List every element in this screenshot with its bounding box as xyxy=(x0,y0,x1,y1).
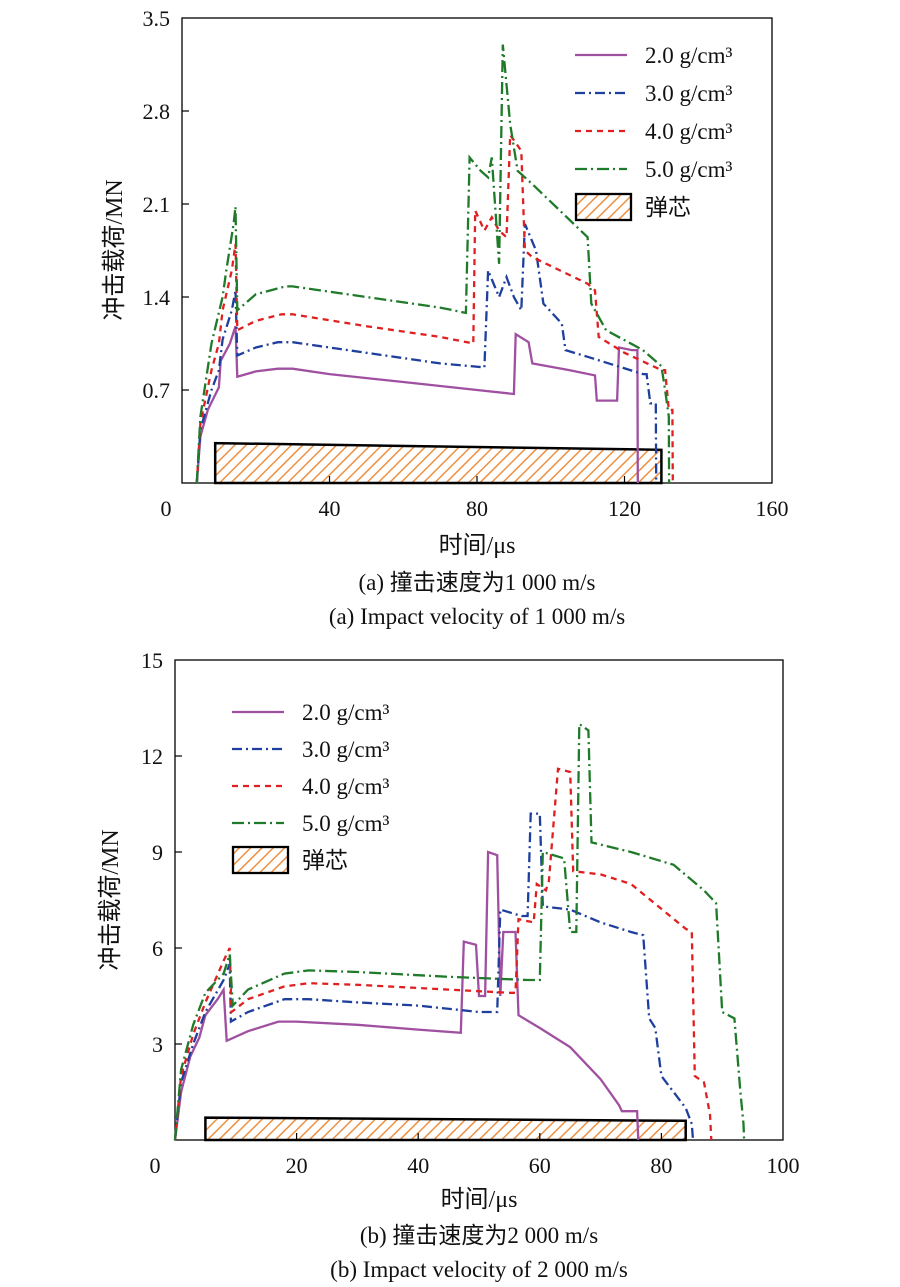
legend-label-b-4: 5.0 g/cm³ xyxy=(302,811,389,836)
legend-swatch-core-a xyxy=(574,192,633,222)
legend-label-core-b: 弹芯 xyxy=(302,848,348,873)
y-tick-label-a: 0.7 xyxy=(143,378,171,403)
series-line-a-2 xyxy=(195,223,658,484)
legend-a: 2.0 g/cm³ 3.0 g/cm³ 4.0 g/cm³ 5.0 g/cm³ 弹芯 xyxy=(574,43,732,222)
plot-frame-b xyxy=(174,659,784,1141)
x-axis-label-b: 时间/μs xyxy=(441,1186,518,1213)
legend-label-b-1: 2.0 g/cm³ xyxy=(302,700,389,725)
x-tick-label-b: 100 xyxy=(767,1153,800,1178)
ticks-a: 40 80 120 160 0.7 1.4 2.1 2.8 3.5 0 xyxy=(143,6,789,521)
series-line-a-3 xyxy=(195,131,674,484)
caption-en-b: (b) Impact velocity of 2 000 m/s xyxy=(330,1257,628,1282)
x-tick-label-b: 60 xyxy=(529,1153,551,1178)
x-tick-label-a: 40 xyxy=(319,496,341,521)
x-tick-label-b: 20 xyxy=(286,1153,308,1178)
series-line-b-3 xyxy=(173,767,713,1141)
legend-b: 2.0 g/cm³ 3.0 g/cm³ 4.0 g/cm³ 5.0 g/cm³ 弹芯 xyxy=(231,700,389,875)
legend-label-b-3: 4.0 g/cm³ xyxy=(302,774,389,799)
x-tick-label-a: 120 xyxy=(608,496,641,521)
caption-en-a: (a) Impact velocity of 1 000 m/s xyxy=(329,604,625,629)
origin-label-b: 0 xyxy=(150,1153,161,1178)
y-tick-label-a: 1.4 xyxy=(143,285,171,310)
series-line-b-1 xyxy=(173,850,640,1141)
y-tick-label-a: 3.5 xyxy=(143,6,171,31)
y-tick-label-a: 2.8 xyxy=(143,99,171,124)
x-tick-label-a: 160 xyxy=(756,496,789,521)
x-tick-label-a: 80 xyxy=(466,496,488,521)
series-line-b-4 xyxy=(173,721,746,1141)
marks-a xyxy=(195,44,674,485)
y-tick-label-b: 15 xyxy=(141,648,163,673)
y-tick-label-b: 12 xyxy=(141,744,163,769)
y-axis-label-a: 冲击载荷/MN xyxy=(101,179,128,320)
marks-b xyxy=(173,721,746,1142)
caption-zh-a: (a) 撞击速度为1 000 m/s xyxy=(358,570,595,595)
series-line-a-1 xyxy=(195,325,639,484)
core-area-a xyxy=(213,441,663,485)
y-tick-label-a: 2.1 xyxy=(143,192,171,217)
y-tick-label-b: 9 xyxy=(152,840,163,865)
x-axis-label-a: 时间/μs xyxy=(439,532,516,559)
legend-swatch-core-b xyxy=(231,845,290,875)
legend-label-a-3: 4.0 g/cm³ xyxy=(645,119,732,144)
chart-b: 20 40 60 80 100 3 6 9 12 15 0 2.0 g/cm³ 3.0 g/cm³ 4.… xyxy=(97,648,800,1282)
core-area-b xyxy=(204,1116,687,1142)
series-line-a-4 xyxy=(195,44,671,484)
legend-label-a-1: 2.0 g/cm³ xyxy=(645,43,732,68)
chart-a: 40 80 120 160 0.7 1.4 2.1 2.8 3.5 0 2.0 g/cm³ 3.0 … xyxy=(101,6,789,629)
origin-label-a: 0 xyxy=(161,496,172,521)
x-tick-label-b: 80 xyxy=(650,1153,672,1178)
x-tick-label-b: 40 xyxy=(407,1153,429,1178)
legend-label-b-2: 3.0 g/cm³ xyxy=(302,737,389,762)
legend-label-a-4: 5.0 g/cm³ xyxy=(645,157,732,182)
legend-label-a-2: 3.0 g/cm³ xyxy=(645,81,732,106)
ticks-b: 20 40 60 80 100 3 6 9 12 15 0 xyxy=(141,648,800,1178)
legend-label-core-a: 弹芯 xyxy=(645,195,691,220)
y-axis-label-b: 冲击载荷/MN xyxy=(97,829,124,970)
caption-zh-b: (b) 撞击速度为2 000 m/s xyxy=(360,1223,598,1248)
series-line-b-2 xyxy=(173,812,695,1141)
y-tick-label-b: 3 xyxy=(152,1032,163,1057)
y-tick-label-b: 6 xyxy=(152,936,163,961)
